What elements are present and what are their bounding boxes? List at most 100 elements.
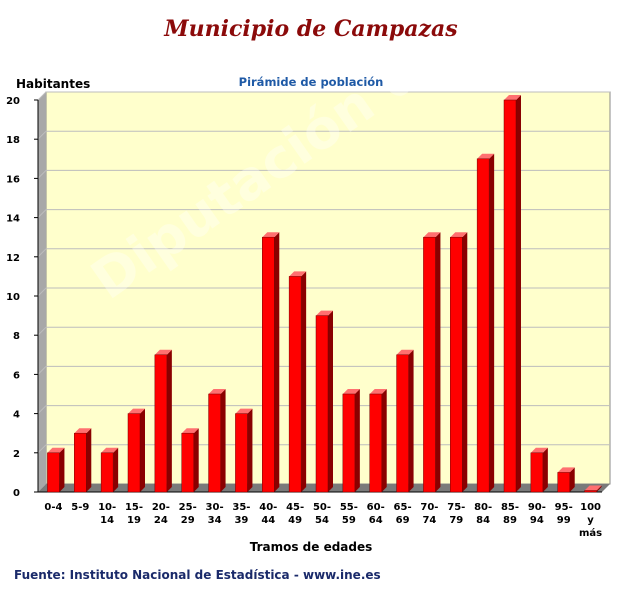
x-tick-label: 34 — [208, 515, 222, 526]
bar — [47, 452, 60, 493]
bar-top — [477, 153, 495, 159]
x-tick-label: 79 — [449, 515, 463, 526]
y-tick-label: 14 — [6, 214, 20, 225]
x-tick-label: 14 — [100, 515, 114, 526]
gridline-side — [37, 91, 47, 101]
y-tick-label: 12 — [6, 253, 20, 264]
bar-side — [166, 349, 172, 492]
bar — [396, 354, 409, 493]
x-axis-label: Tramos de edades — [249, 540, 373, 554]
bar — [154, 354, 168, 493]
y-tick-label: 18 — [6, 135, 20, 146]
x-tick-label: 95- — [555, 502, 573, 513]
y-tick-label: 2 — [13, 449, 20, 460]
x-tick-label: 15- — [125, 502, 143, 513]
bar-side — [435, 232, 441, 492]
bar — [315, 315, 329, 493]
x-tick-label: 10- — [98, 502, 116, 513]
bar-side — [516, 95, 521, 492]
bar — [476, 158, 490, 493]
x-tick-label: 80- — [474, 502, 492, 513]
bar-top — [396, 349, 414, 355]
bar-top — [450, 232, 468, 238]
bar-side — [247, 408, 253, 492]
bar-side — [328, 310, 333, 492]
bar-side — [542, 447, 548, 492]
x-tick-label: 64 — [369, 515, 383, 526]
y-tick-label: 10 — [6, 292, 20, 303]
bar-side — [59, 447, 65, 492]
gridline-side — [37, 209, 47, 218]
x-tick-label: 84 — [476, 515, 490, 526]
x-tick-label: 44 — [261, 515, 275, 526]
x-tick-label: 85- — [501, 502, 519, 513]
x-tick-label: 54 — [315, 515, 329, 526]
x-tick-label: 45- — [286, 502, 304, 513]
bar-top — [504, 95, 521, 100]
bar-side — [596, 485, 602, 492]
bar-side — [301, 271, 307, 492]
x-tick-label: 55- — [340, 502, 358, 513]
bar-top — [289, 271, 307, 277]
bar — [369, 393, 382, 493]
bar-side — [462, 232, 468, 492]
bar-top — [316, 310, 333, 316]
x-tick-label: más — [579, 527, 602, 539]
x-tick-label: 24 — [154, 515, 168, 526]
x-tick-label: 65- — [394, 502, 412, 513]
bar — [342, 393, 356, 493]
x-tick-label: 59 — [342, 515, 356, 526]
gridline-side — [37, 287, 47, 297]
bar-side — [381, 389, 387, 492]
bar-top — [423, 232, 441, 238]
x-tick-label: 30- — [206, 502, 224, 513]
bar-top — [208, 389, 226, 394]
bar-top — [584, 485, 602, 491]
x-tick-label: 20- — [152, 502, 170, 513]
bar-side — [193, 428, 199, 492]
x-tick-label: 60- — [367, 502, 385, 513]
bar — [235, 413, 248, 493]
x-tick-label: 100 — [580, 502, 601, 513]
bar — [208, 393, 221, 493]
bar-side — [274, 232, 280, 492]
bar — [127, 413, 141, 493]
bar — [450, 236, 463, 493]
bar — [530, 452, 544, 493]
x-tick-label: 0-4 — [44, 502, 62, 513]
gridline-side — [37, 405, 47, 414]
bar-top — [262, 232, 280, 238]
bar — [181, 432, 194, 493]
chart-subtitle: Pirámide de población — [238, 75, 384, 89]
gridline-side — [37, 366, 47, 375]
bar-side — [86, 428, 92, 492]
gridline-side — [37, 170, 47, 179]
source-note: Fuente: Instituto Nacional de Estadístic… — [14, 568, 381, 582]
bar-side — [113, 447, 119, 492]
x-tick-label: 25- — [179, 502, 197, 513]
x-tick-label: 94 — [530, 515, 544, 526]
bar-side — [408, 349, 414, 492]
y-tick-label: 4 — [13, 410, 20, 421]
bar-side — [569, 467, 575, 492]
bar — [557, 472, 570, 493]
x-tick-label: 39 — [234, 515, 248, 526]
bar — [262, 236, 275, 493]
x-tick-label: 89 — [503, 515, 517, 526]
y-tick-label: 16 — [6, 174, 20, 185]
bar-side — [140, 408, 145, 492]
bar-top — [47, 447, 65, 453]
y-tick-label: 0 — [13, 488, 20, 499]
bar-top — [369, 389, 387, 394]
bar-top — [154, 349, 172, 355]
bar — [100, 452, 114, 493]
bar — [288, 276, 302, 493]
x-tick-label: 69 — [396, 515, 410, 526]
gridline-side — [37, 444, 47, 454]
bar-top — [101, 447, 119, 453]
x-tick-label: 90- — [528, 502, 546, 513]
y-axis-label: Habitantes — [16, 77, 91, 91]
bar — [423, 236, 436, 493]
gridline-side — [37, 326, 47, 336]
